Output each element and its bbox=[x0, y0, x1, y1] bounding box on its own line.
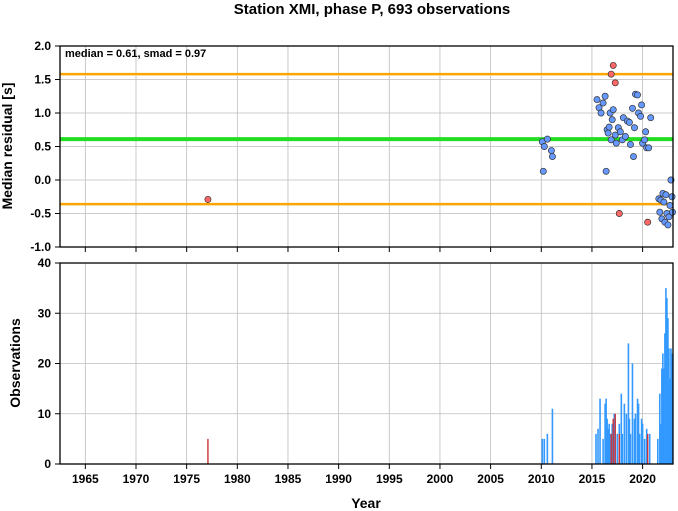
residual-point bbox=[666, 202, 674, 209]
residual-point bbox=[629, 104, 636, 112]
residual-point bbox=[664, 221, 672, 229]
residual-point bbox=[611, 131, 619, 139]
bottom-y-axis-label: Observations bbox=[7, 318, 23, 408]
top-y-tick-label: -1.0 bbox=[30, 240, 51, 254]
outlier-point bbox=[644, 218, 652, 226]
top-y-tick-label: 0.5 bbox=[34, 140, 51, 154]
bottom-panel-bars bbox=[207, 288, 673, 464]
x-tick-label: 1965 bbox=[72, 472, 99, 486]
bottom-y-tick-label: 30 bbox=[38, 306, 52, 320]
residual-point bbox=[597, 109, 605, 117]
residual-point bbox=[599, 99, 607, 107]
bottom-y-tick-label: 20 bbox=[38, 357, 52, 371]
residual-point bbox=[637, 112, 645, 120]
residual-point bbox=[548, 153, 556, 160]
residual-point bbox=[540, 143, 548, 150]
residual-point bbox=[645, 144, 653, 152]
top-panel-x-ticks bbox=[84, 247, 644, 252]
residual-point bbox=[616, 128, 624, 136]
outlier-point bbox=[615, 210, 623, 217]
x-tick-label: 1990 bbox=[325, 472, 352, 486]
bottom-panel-x-ticks: 1965 1970 1975 1980 1985 1990 1995 2000 2005 2010… bbox=[72, 464, 656, 486]
residual-point bbox=[601, 92, 609, 100]
top-panel-reference-lines bbox=[60, 72, 673, 206]
top-y-tick-label: 1.5 bbox=[34, 73, 51, 87]
residual-point bbox=[593, 96, 601, 104]
x-tick-label: 2010 bbox=[528, 472, 555, 486]
bottom-panel-y-ticks: 0 10 20 30 40 bbox=[38, 256, 60, 471]
bottom-y-tick-label: 40 bbox=[38, 256, 52, 270]
residual-point bbox=[656, 208, 664, 216]
bottom-y-tick-label: 0 bbox=[44, 457, 51, 471]
residual-point bbox=[631, 124, 638, 132]
top-y-tick-label: 2.0 bbox=[34, 39, 51, 53]
top-panel-y-ticks: 2.0 1.5 1.0 0.5 0.0 -0.5 -1.0 bbox=[30, 39, 60, 254]
median-smad-annotation: median = 0.61, smad = 0.97 bbox=[65, 48, 206, 60]
x-tick-label: 1975 bbox=[173, 472, 200, 486]
residual-point bbox=[605, 123, 613, 131]
residual-point bbox=[607, 136, 615, 144]
residual-point bbox=[665, 213, 673, 221]
x-tick-label: 2015 bbox=[579, 472, 606, 486]
x-tick-label: 2000 bbox=[427, 472, 454, 486]
residual-point bbox=[621, 132, 629, 140]
residual-point bbox=[668, 193, 676, 201]
x-tick-label: 1980 bbox=[224, 472, 251, 486]
residual-point bbox=[626, 141, 634, 148]
residual-point bbox=[660, 198, 668, 206]
top-y-tick-label: 0.0 bbox=[34, 173, 51, 187]
outlier-point bbox=[607, 70, 615, 78]
outlier-point bbox=[204, 195, 212, 203]
residual-point bbox=[642, 128, 650, 136]
residual-point bbox=[539, 167, 547, 175]
chart-title: Station XMI, phase P, 693 observations bbox=[234, 1, 510, 18]
residual-point bbox=[630, 153, 637, 160]
residual-point bbox=[612, 139, 620, 147]
residual-point bbox=[609, 106, 617, 114]
bottom-y-tick-label: 10 bbox=[38, 407, 52, 421]
x-tick-label: 1970 bbox=[123, 472, 150, 486]
x-tick-label: 1985 bbox=[275, 472, 302, 486]
x-tick-label: 1995 bbox=[376, 472, 403, 486]
x-axis-label: Year bbox=[351, 495, 381, 511]
bottom-panel-grid bbox=[60, 262, 673, 465]
top-y-tick-label: -0.5 bbox=[30, 207, 51, 221]
residual-point bbox=[647, 114, 655, 122]
outlier-point bbox=[609, 61, 617, 69]
residual-point bbox=[634, 91, 641, 99]
top-panel-grid bbox=[60, 45, 673, 248]
residual-point bbox=[641, 136, 649, 144]
top-y-tick-label: 1.0 bbox=[34, 106, 51, 120]
x-tick-label: 2005 bbox=[477, 472, 504, 486]
residual-point bbox=[662, 191, 670, 199]
residual-point bbox=[625, 118, 633, 126]
residual-point bbox=[547, 147, 555, 154]
residual-point bbox=[543, 135, 551, 143]
residual-point bbox=[604, 129, 612, 137]
residual-point bbox=[608, 116, 616, 124]
top-y-axis-label: Median residual [s] bbox=[0, 83, 15, 210]
outlier-point bbox=[611, 79, 619, 87]
top-panel-points bbox=[204, 61, 676, 229]
residual-point bbox=[638, 101, 646, 109]
residual-point bbox=[602, 167, 610, 175]
x-tick-label: 2020 bbox=[629, 472, 656, 486]
